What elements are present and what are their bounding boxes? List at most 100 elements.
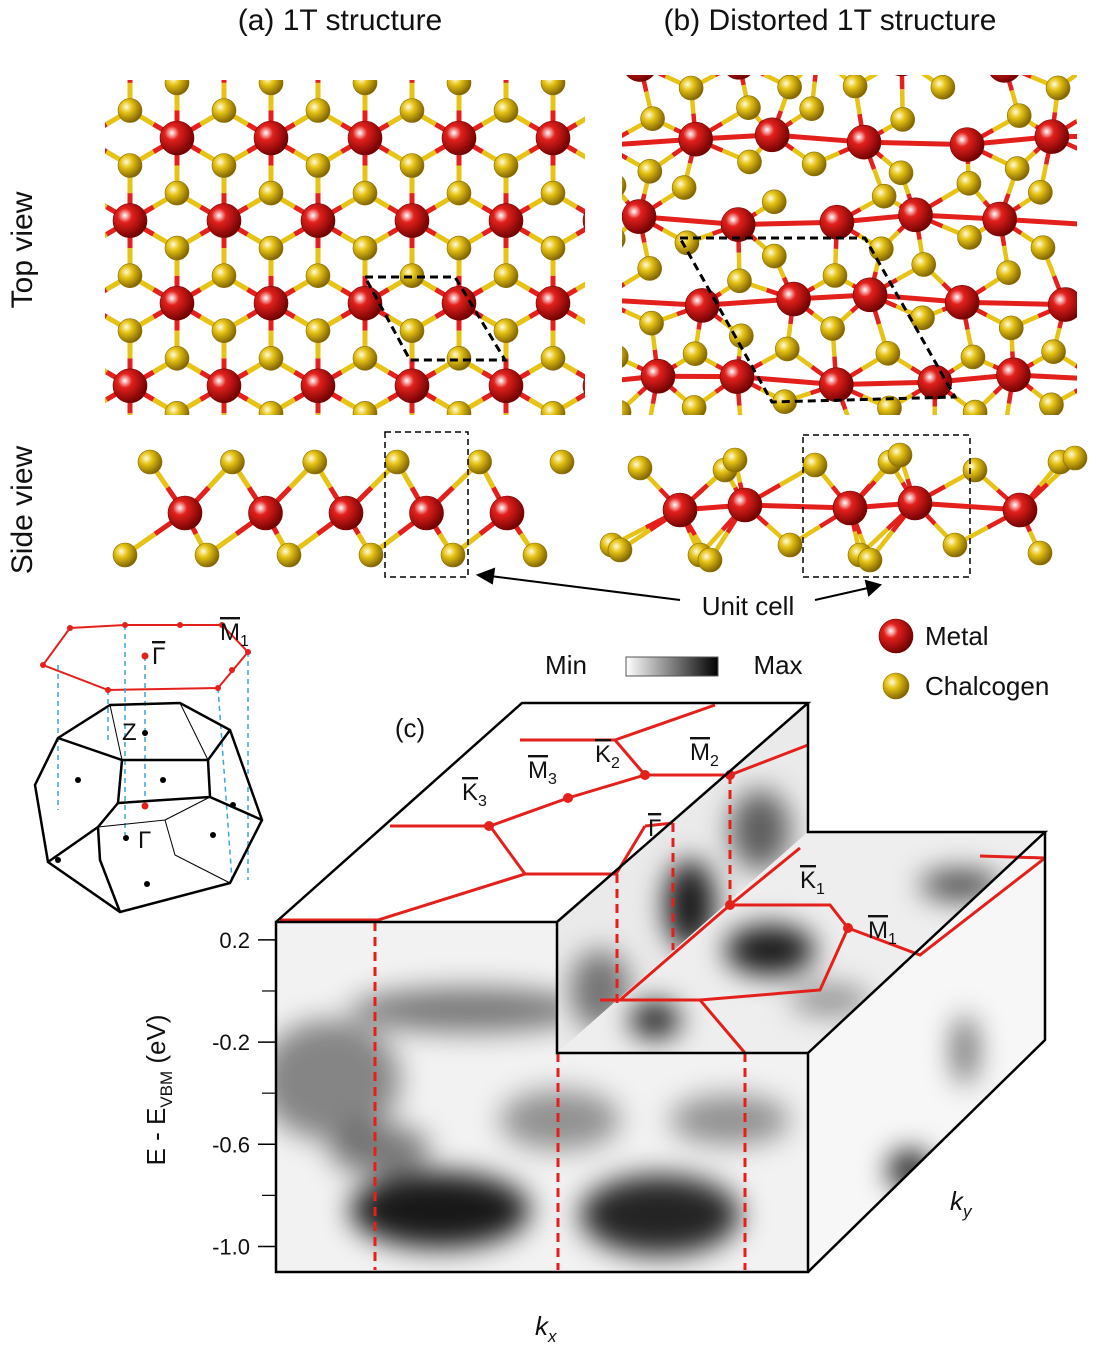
bond — [902, 59, 1005, 65]
bond — [412, 55, 436, 69]
bond — [575, 281, 585, 292]
chalcogen-atom — [1030, 235, 1056, 260]
bond — [972, 411, 978, 415]
chalcogen-atom — [681, 395, 707, 415]
chalcogen-atom — [799, 96, 824, 122]
bond — [107, 441, 131, 455]
bond — [105, 203, 108, 210]
bond — [914, 500, 1021, 513]
bond — [666, 35, 692, 50]
chalcogen-atom — [1089, 94, 1097, 118]
k-point-label: K1 — [800, 867, 825, 898]
bond — [36, 207, 60, 221]
chalcogen-atom — [118, 0, 142, 12]
bond — [130, 482, 154, 496]
bond — [622, 307, 627, 314]
bond — [342, 468, 366, 482]
bond — [60, 138, 84, 152]
bond — [1076, 150, 1077, 151]
bond — [271, 468, 295, 482]
bond — [0, 400, 13, 414]
k-point-base: M — [868, 917, 888, 944]
chalcogen-atom — [998, 315, 1024, 341]
chalcogen-atom — [588, 99, 612, 123]
metal-atom — [1086, 208, 1097, 242]
bond — [436, 455, 460, 469]
bond — [635, 0, 655, 11]
chalcogen-atom — [567, 75, 591, 99]
metal-atom — [852, 277, 888, 313]
chalcogen-atom — [761, 189, 787, 215]
metal-atom — [441, 120, 477, 156]
bond — [36, 221, 60, 235]
bond — [624, 28, 648, 42]
chalcogen-atom — [674, 230, 700, 256]
metal-atom — [622, 199, 657, 234]
chalcogen-atom — [117, 263, 143, 289]
chalcogen-atom — [588, 484, 612, 508]
metal-atom — [582, 211, 585, 230]
chalcogen-atom — [622, 400, 632, 415]
metal-atom — [680, 443, 714, 477]
metal-atom — [66, 451, 100, 485]
chalcogen-atom — [588, 319, 612, 343]
chalcogen-atom — [117, 98, 143, 123]
chalcogen-atom — [569, 22, 593, 46]
metal-atom — [727, 487, 763, 523]
bond — [177, 468, 201, 482]
bond — [1021, 75, 1032, 79]
k-axis-label: ky — [950, 1186, 973, 1221]
chalcogen-atom — [588, 154, 612, 178]
bond — [1083, 475, 1097, 488]
bond — [177, 455, 201, 469]
chalcogen-atom — [212, 484, 236, 508]
bond — [530, 455, 554, 469]
chalcogen-atom — [960, 344, 986, 370]
bond — [696, 434, 697, 460]
bond — [622, 130, 630, 139]
bond — [671, 317, 695, 331]
metal-atom — [898, 197, 933, 233]
bond — [717, 0, 742, 2]
bond — [765, 441, 789, 455]
bond — [600, 386, 624, 400]
chalcogen-atom — [211, 153, 237, 178]
bond — [1083, 320, 1097, 336]
y-axis-label: E - EVBM (eV) — [141, 1015, 176, 1166]
bond — [694, 42, 718, 56]
metal-atom — [878, 618, 914, 654]
bond — [843, 408, 850, 415]
y-tick-label: -0.2 — [212, 1030, 250, 1055]
metal-atom — [66, 286, 100, 320]
metal-atom — [301, 38, 335, 72]
bond — [483, 55, 507, 69]
metal-atom — [662, 492, 698, 528]
bond — [13, 386, 37, 400]
chalcogen-atom — [549, 449, 575, 475]
bond — [105, 397, 108, 404]
y-axis-label-unit: (eV) — [141, 1015, 171, 1071]
bond — [812, 75, 818, 83]
k-point-label: M1 — [868, 917, 897, 948]
chalcogen-atom — [911, 252, 937, 277]
bond — [647, 234, 671, 248]
bond — [105, 122, 108, 129]
k-point-base: M — [690, 739, 710, 766]
bond — [804, 55, 818, 71]
chalcogen-atom — [637, 159, 663, 184]
chalcogen-atom — [636, 419, 660, 443]
chalcogen-atom — [71, 181, 95, 205]
metal-atom — [66, 121, 100, 155]
chalcogen-atom — [1092, 149, 1097, 173]
chalcogen-atom — [493, 263, 519, 289]
bond — [224, 42, 248, 56]
bond — [36, 276, 60, 290]
chalcogen-atom — [540, 80, 566, 96]
bond — [739, 47, 763, 62]
bond — [902, 59, 923, 73]
bond — [60, 468, 84, 482]
bond — [436, 468, 460, 482]
y-axis-label-sub: VBM — [157, 1071, 176, 1108]
chalcogen-atom — [440, 542, 466, 568]
